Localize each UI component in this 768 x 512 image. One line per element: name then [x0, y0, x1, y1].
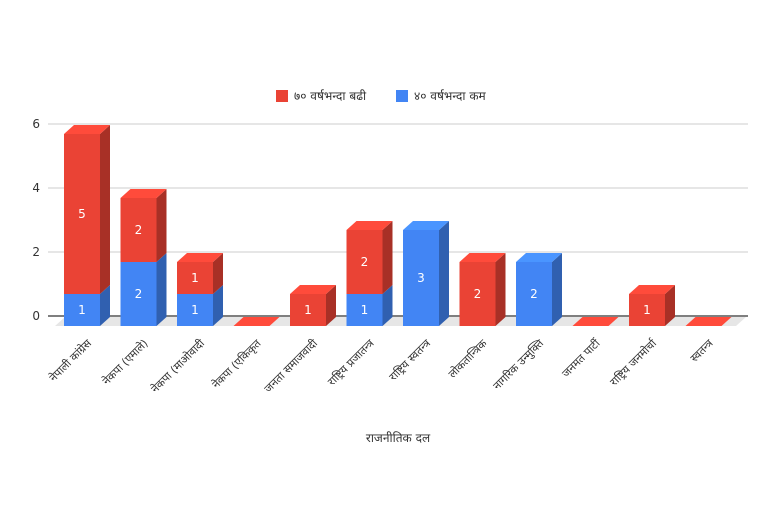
x-axis-title: राजनीतिक दल	[366, 431, 431, 445]
bar-front	[177, 262, 213, 294]
data-label: 1	[191, 303, 199, 317]
x-tick-label: जनता समाजवादी	[262, 337, 320, 395]
x-tick-label: राष्ट्रिय स्वतन्त्र	[387, 336, 434, 383]
floor-plane	[55, 317, 746, 326]
bars: 1 5 2 2 1 1 1 1 2 3 2 2 1	[64, 125, 732, 326]
data-label: 2	[135, 287, 143, 301]
legend-swatch	[396, 90, 408, 102]
bar-side	[439, 221, 449, 326]
bar-segment: 2	[459, 253, 506, 326]
bar-top	[403, 221, 449, 230]
x-tick-label: नागरिक उन्मुक्ति	[491, 336, 547, 392]
bar-top	[629, 285, 675, 294]
bar-front	[629, 294, 665, 326]
bar-top	[177, 253, 223, 262]
x-tick-label: राष्ट्रिय जनमोर्चा	[607, 336, 659, 388]
bar-side	[326, 285, 336, 326]
legend-swatch	[276, 90, 288, 102]
bar-side	[495, 253, 506, 326]
bar-side	[100, 125, 110, 294]
data-label: 3	[417, 271, 425, 285]
bar-front	[403, 230, 439, 326]
chart-floor	[55, 317, 746, 326]
bar-front	[120, 198, 157, 262]
bar-side	[213, 285, 223, 326]
x-tick-label: राष्ट्रिय प्रजातन्त्र	[325, 336, 377, 388]
data-label: 2	[135, 223, 143, 237]
bar-front	[64, 134, 100, 294]
bar-front	[346, 294, 383, 326]
x-axis-categories: नेपाली कांग्रेस नेकपा (एमाले)नेकपा (माओवा…	[47, 336, 716, 395]
bar-front	[459, 262, 496, 326]
bar-top	[290, 285, 336, 294]
bar-segment: 2	[120, 253, 167, 326]
bar-segment: 1	[346, 285, 393, 326]
x-tick-label: नेकपा (एकिकृत	[209, 336, 264, 391]
legend-label: ७० वर्षभन्दा बढी	[294, 89, 367, 103]
y-tick-label: 6	[32, 117, 40, 131]
bar-empty	[572, 317, 619, 326]
bar-side	[156, 189, 167, 262]
y-tick-label: 4	[32, 181, 40, 195]
legend: ७० वर्षभन्दा बढी ४० वर्षभन्दा कम	[276, 89, 487, 103]
bar-side	[665, 285, 675, 326]
x-tick-label: नेकपा (माओवादी	[149, 337, 208, 396]
data-label: 1	[643, 303, 651, 317]
y-tick-label: 2	[32, 245, 40, 259]
data-label: 5	[78, 207, 86, 221]
bar-side	[213, 253, 223, 294]
legend-label: ४० वर्षभन्दा कम	[414, 89, 487, 103]
bar-segment: 1	[629, 285, 675, 326]
bar-empty	[685, 317, 732, 326]
bar-front	[64, 294, 100, 326]
bar-segment: 1	[64, 285, 110, 326]
data-label: 1	[361, 303, 369, 317]
bar-segment: 3	[403, 221, 449, 326]
x-tick-label: स्वतन्त्र	[688, 336, 716, 364]
bar-side	[156, 253, 167, 326]
y-tick-label: 0	[32, 309, 40, 323]
bar-front	[290, 294, 326, 326]
bar-side	[382, 221, 393, 294]
bar-segment: 2	[346, 221, 393, 294]
bar-top	[120, 189, 167, 198]
bar-segment: 1	[177, 285, 223, 326]
data-label: 2	[474, 287, 482, 301]
bar-top	[516, 253, 562, 262]
bar-top	[64, 125, 110, 134]
bar-front	[120, 262, 157, 326]
bar-front	[177, 294, 213, 326]
x-tick-label: लोकतान्त्रिक	[446, 337, 490, 381]
bar-top	[346, 221, 393, 230]
bar-segment: 1	[290, 285, 336, 326]
bar-side	[100, 285, 110, 326]
x-tick-label: जनमत पार्टी	[559, 336, 603, 380]
bar-segment: 5	[64, 125, 110, 294]
x-tick-label: नेपाली कांग्रेस	[47, 337, 95, 385]
bar-segment: 1	[177, 253, 223, 294]
bar-segment: 2	[516, 253, 562, 326]
data-label: 1	[304, 303, 312, 317]
data-label: 1	[191, 271, 199, 285]
x-tick-label: नेकपा (एमाले)	[100, 337, 151, 388]
bar-front	[346, 230, 383, 294]
data-label: 2	[530, 287, 538, 301]
y-axis-ticks: 0 2 4 6	[32, 117, 40, 323]
bar-top	[459, 253, 506, 262]
bar-segment: 2	[120, 189, 167, 262]
bar-front	[516, 262, 552, 326]
data-label: 2	[361, 255, 369, 269]
bar-empty	[233, 317, 280, 326]
data-label: 1	[78, 303, 86, 317]
bar-side	[552, 253, 562, 326]
bar-side	[382, 285, 393, 326]
